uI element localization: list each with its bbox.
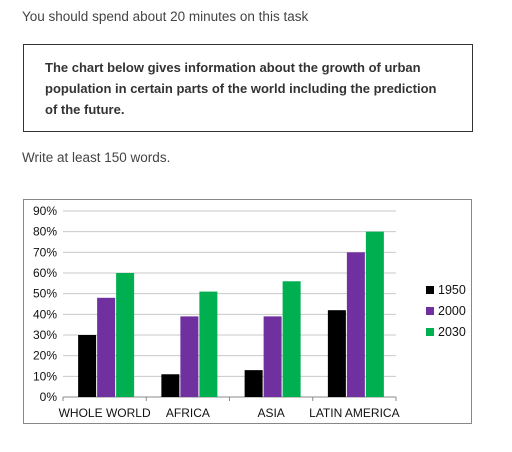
bar-2030-whole-world xyxy=(116,273,135,397)
x-category-label: WHOLE WORLD xyxy=(59,406,151,420)
x-category-label: AFRICA xyxy=(166,406,210,420)
bar-2000-latin-america xyxy=(346,252,365,397)
y-tick-label: 20% xyxy=(33,349,57,363)
legend-label: 2030 xyxy=(438,325,466,339)
legend-label: 2000 xyxy=(438,304,466,318)
y-tick-label: 70% xyxy=(33,245,57,259)
legend-swatch xyxy=(426,328,434,336)
bar-2030-africa xyxy=(199,291,218,397)
legend: 1950 2000 2030 xyxy=(426,283,466,339)
y-tick-label: 40% xyxy=(33,307,57,321)
y-tick-label: 60% xyxy=(33,266,57,280)
bars xyxy=(78,231,384,397)
x-category-label: ASIA xyxy=(257,406,284,420)
bar-1950-africa xyxy=(161,374,180,397)
y-tick-label: 10% xyxy=(33,369,57,383)
bar-1950-whole-world xyxy=(78,335,97,397)
word-requirement: Write at least 150 words. xyxy=(22,150,171,165)
y-tick-label: 50% xyxy=(33,287,57,301)
task-prompt-text: The chart below gives information about … xyxy=(45,60,437,117)
y-tick-label: 90% xyxy=(33,204,57,218)
task-instruction: You should spend about 20 minutes on thi… xyxy=(22,9,309,24)
bar-2030-asia xyxy=(282,281,301,397)
y-tick-label: 80% xyxy=(33,225,57,239)
legend-label: 1950 xyxy=(438,283,466,297)
legend-swatch xyxy=(426,286,434,294)
bar-chart: 0% 10% 20% 30% 40% 50% 60% 70% 80% 90% WHOLE WORL… xyxy=(33,204,466,420)
x-category-label: LATIN AMERICA xyxy=(309,406,399,420)
bar-2030-latin-america xyxy=(365,231,384,397)
bar-2000-whole-world xyxy=(97,297,116,397)
y-tick-label: 30% xyxy=(33,328,57,342)
y-axis-ticks: 0% 10% 20% 30% 40% 50% 60% 70% 80% 90% xyxy=(33,204,57,404)
bar-2000-africa xyxy=(180,316,199,397)
bar-1950-latin-america xyxy=(327,310,346,397)
bar-1950-asia xyxy=(244,370,263,397)
task-prompt-box: The chart below gives information about … xyxy=(23,44,473,132)
y-tick-label: 0% xyxy=(40,390,58,404)
x-axis: WHOLE WORLD AFRICA ASIA LATIN AMERICA xyxy=(59,397,400,420)
legend-swatch xyxy=(426,307,434,315)
chart-frame: 0% 10% 20% 30% 40% 50% 60% 70% 80% 90% WHOLE WORL… xyxy=(23,199,472,424)
bar-2000-asia xyxy=(263,316,282,397)
